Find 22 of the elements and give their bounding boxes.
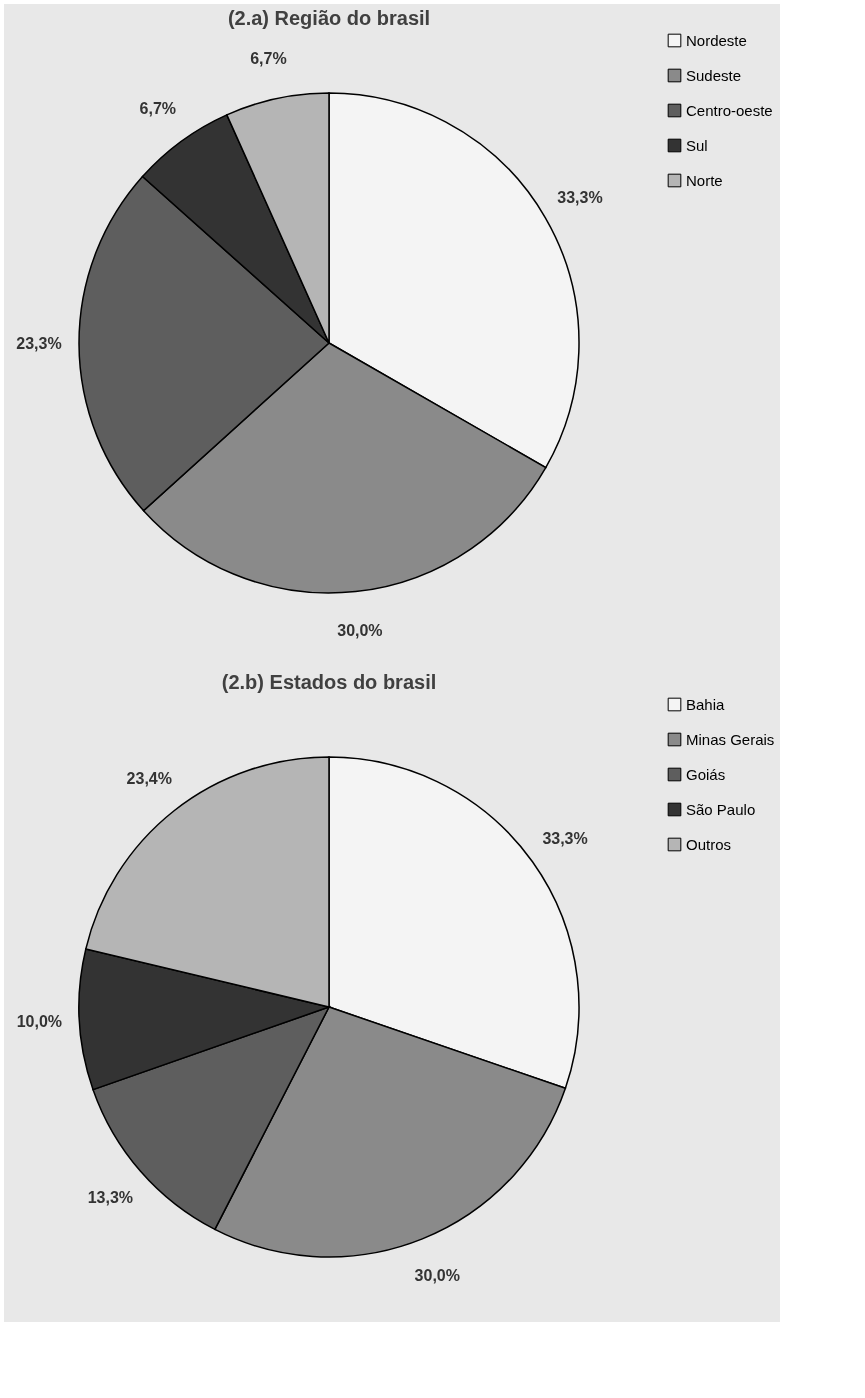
legend-label: Nordeste bbox=[686, 31, 747, 49]
legend-label: Outros bbox=[686, 835, 732, 853]
legend-label: Centro-oeste bbox=[686, 101, 773, 119]
chart-title: (2.a) Região do brasil bbox=[227, 7, 431, 29]
legend-label: Sudeste bbox=[686, 66, 742, 84]
data-label: 6,7% bbox=[250, 50, 287, 68]
data-label: 23,4% bbox=[126, 770, 172, 788]
data-label: 13,3% bbox=[87, 1188, 134, 1206]
legend-label: Sul bbox=[686, 136, 708, 154]
data-label: 23,3% bbox=[16, 334, 62, 352]
data-label: 33,3% bbox=[542, 829, 588, 847]
data-label: 6,7% bbox=[139, 99, 177, 117]
legend-label: São Paulo bbox=[686, 800, 756, 818]
data-label: 30,0% bbox=[337, 622, 383, 640]
data-label: 33,3% bbox=[557, 188, 603, 206]
legend-label: Goiás bbox=[686, 765, 726, 783]
data-label: 30,0% bbox=[414, 1267, 460, 1285]
chart-title: (2.b) Estados do brasil bbox=[221, 671, 437, 693]
legend-label: Bahia bbox=[686, 695, 726, 713]
legend-label: Norte bbox=[686, 171, 723, 189]
data-label: 10,0% bbox=[16, 1012, 63, 1030]
legend-label: Minas Gerais bbox=[686, 730, 775, 748]
